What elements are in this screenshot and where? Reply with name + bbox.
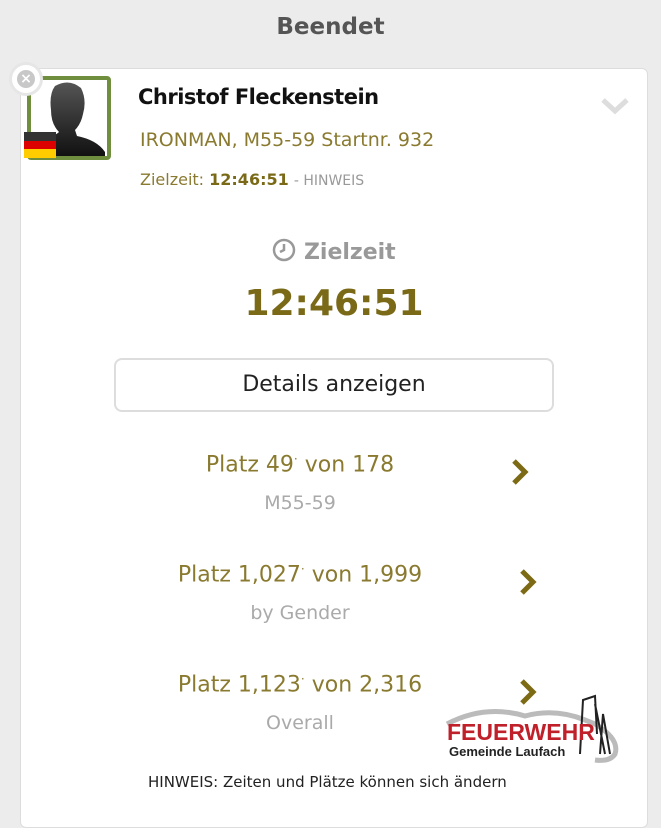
rank-platz: Platz	[205, 452, 259, 478]
rank-total: 178	[352, 452, 395, 478]
watermark-line1: FEUERWEHR	[447, 719, 595, 745]
rank-row[interactable]: Platz 1,123· von 2,316 Overall	[20, 672, 648, 742]
rank-position: 1,123	[237, 672, 301, 698]
remove-button[interactable]: ×	[9, 62, 43, 96]
close-icon: ×	[17, 70, 35, 88]
finish-time-label: Zielzeit	[303, 240, 396, 265]
finish-summary: Zielzeit: 12:46:51 - HINWEIS	[140, 170, 364, 189]
rank-von: von	[311, 672, 353, 698]
flag-germany-icon	[24, 132, 56, 158]
details-button[interactable]: Details anzeigen	[114, 358, 554, 412]
rank-sep: ·	[293, 452, 298, 466]
rank-platz: Platz	[177, 672, 231, 698]
rank-category: by Gender	[250, 602, 350, 624]
chevron-right-icon[interactable]	[518, 678, 538, 706]
rank-position: 1,027	[237, 562, 301, 588]
rank-text: Platz 49· von 178	[206, 452, 394, 477]
rank-category: Overall	[266, 712, 334, 734]
rank-sep: ·	[300, 562, 305, 576]
rank-total: 1,999	[359, 562, 423, 588]
rank-row[interactable]: Platz 1,027· von 1,999 by Gender	[20, 562, 648, 632]
rank-position: 49	[265, 452, 294, 478]
rank-row[interactable]: Platz 49· von 178 M55-59	[20, 452, 648, 522]
rank-von: von	[304, 452, 346, 478]
rank-text: Platz 1,123· von 2,316	[178, 672, 422, 697]
finish-time-value: 12:46:51	[244, 283, 424, 324]
feuerwehr-watermark-logo: FEUERWEHR Gemeinde Laufach	[445, 694, 619, 763]
finish-time-header: Zielzeit	[20, 238, 648, 265]
rank-sep: ·	[300, 672, 305, 686]
athlete-name: Christof Fleckenstein	[138, 85, 379, 109]
chevron-right-icon[interactable]	[518, 568, 538, 596]
page-title: Beendet	[276, 14, 385, 40]
athlete-info: IRONMAN, M55-59 Startnr. 932	[140, 129, 435, 151]
rank-text: Platz 1,027· von 1,999	[178, 562, 422, 587]
clock-icon	[273, 238, 296, 262]
finish-time: 12:46:51	[209, 170, 289, 189]
disclaimer: HINWEIS: Zeiten und Plätze können sich ä…	[148, 773, 507, 791]
rank-von: von	[311, 562, 353, 588]
watermark-line2: Gemeinde Laufach	[449, 744, 565, 759]
rank-platz: Platz	[177, 562, 231, 588]
athlete-card	[20, 68, 648, 828]
person-silhouette-icon	[41, 82, 105, 156]
rank-total: 2,316	[359, 672, 423, 698]
chevron-down-icon[interactable]	[600, 96, 630, 116]
hint-link[interactable]: - HINWEIS	[293, 173, 365, 189]
chevron-right-icon[interactable]	[510, 458, 530, 486]
rank-category: M55-59	[264, 492, 336, 514]
finish-label: Zielzeit:	[140, 170, 205, 189]
